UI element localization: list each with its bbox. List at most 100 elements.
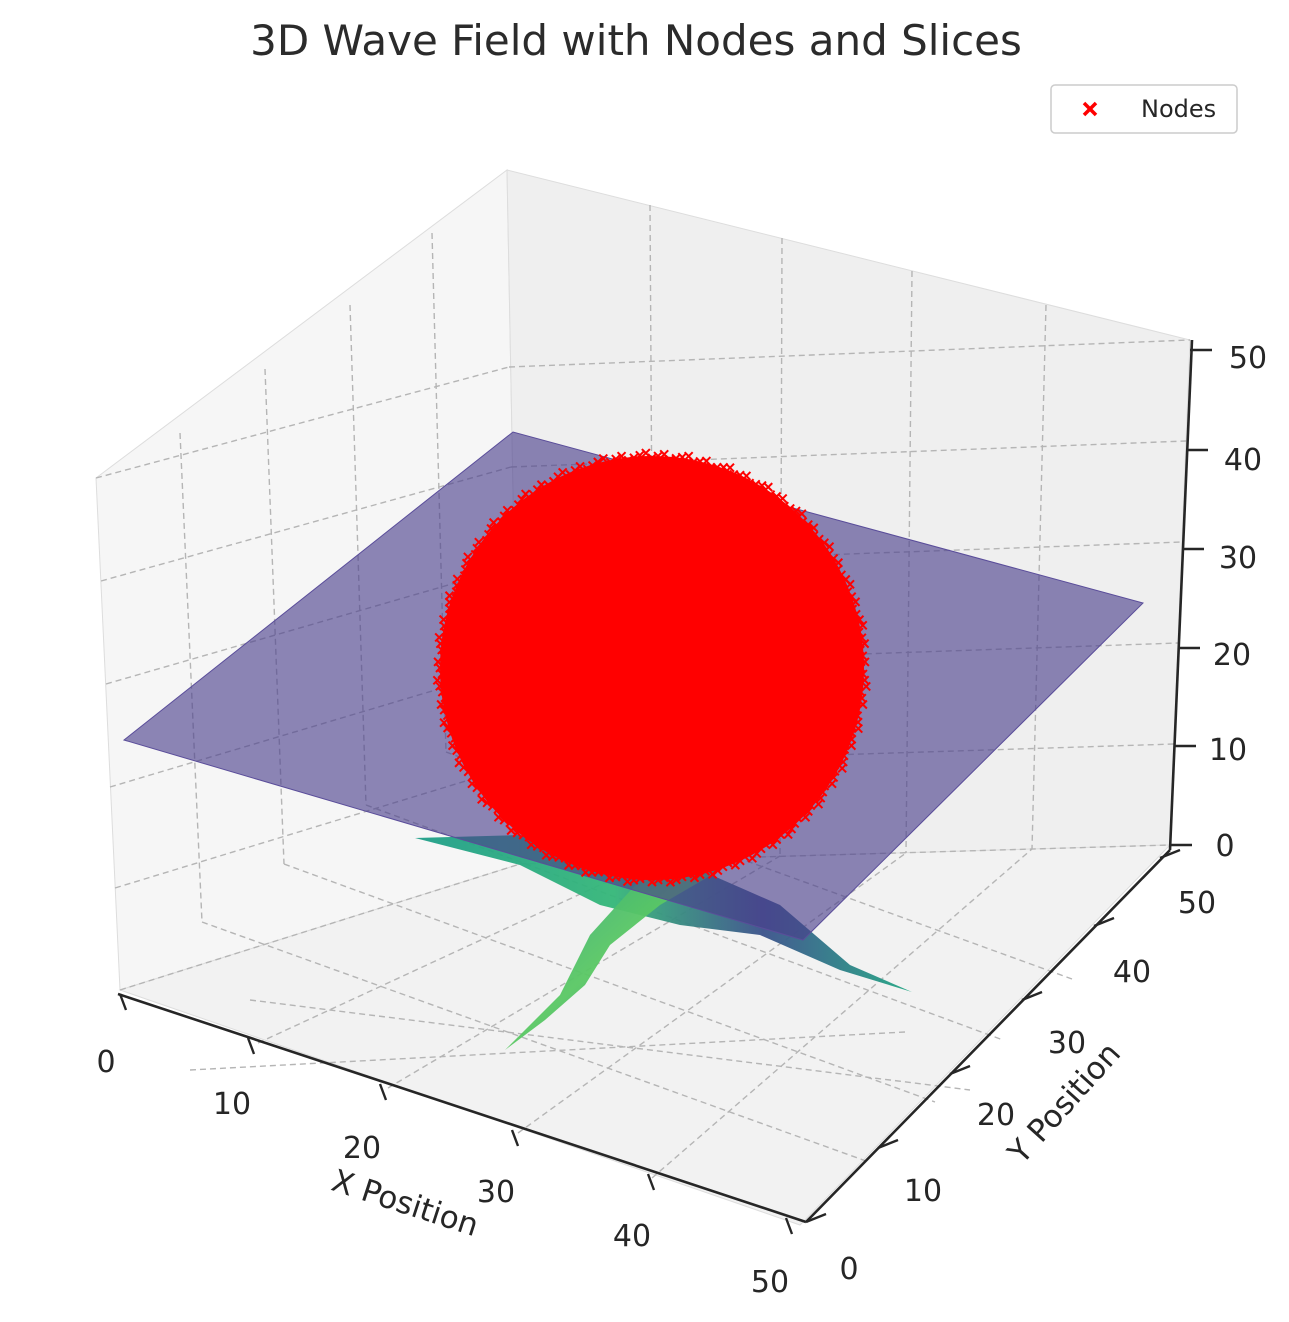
node-marker: [487, 801, 498, 811]
node-marker: [454, 758, 464, 768]
node-marker: [741, 471, 752, 481]
node-marker: [850, 597, 861, 607]
z-tick-label-0: 0: [1215, 829, 1234, 864]
legend: Nodes: [1050, 84, 1238, 134]
node-marker: [785, 503, 795, 514]
x-tick-label-0: 0: [96, 1045, 115, 1080]
node-marker: [803, 519, 813, 530]
node-marker: [483, 529, 494, 540]
node-marker: [713, 865, 723, 876]
node-marker: [605, 457, 616, 467]
x-tick-40: [646, 1173, 656, 1191]
node-marker: [506, 825, 516, 836]
node-marker: [682, 869, 693, 879]
z-tick-label-50: 50: [1229, 341, 1267, 376]
node-marker: [730, 860, 741, 870]
node-marker: [837, 763, 847, 774]
node-marker: [432, 675, 443, 685]
node-marker: [827, 778, 837, 789]
y-axis-line: [805, 849, 1171, 1223]
node-marker: [635, 450, 645, 461]
node-marker: [689, 873, 700, 883]
node-marker: [700, 866, 711, 876]
node-marker: [493, 812, 504, 822]
node-marker: [845, 579, 855, 590]
z-axis-line: [1168, 339, 1194, 851]
node-marker: [779, 501, 790, 511]
node-marker: [857, 633, 867, 643]
node-marker: [512, 828, 522, 838]
node-marker: [854, 627, 864, 637]
node-marker: [477, 794, 487, 804]
node-marker: [792, 813, 803, 823]
node-marker: [482, 798, 492, 808]
node-marker: [442, 710, 453, 721]
node-marker: [786, 824, 797, 834]
node-marker: [575, 461, 585, 472]
node-marker: [803, 806, 813, 817]
y-ticks: [805, 848, 1181, 1224]
node-marker: [695, 869, 705, 880]
x-axis-label: X Position: [327, 1163, 482, 1244]
node-marker: [446, 728, 457, 738]
node-marker: [488, 517, 499, 528]
x-axis-line: [117, 992, 807, 1224]
node-marker: [797, 509, 807, 519]
y-tick-30: [1021, 990, 1043, 1002]
node-marker: [598, 453, 609, 464]
node-marker: [452, 574, 463, 584]
x-tick-label-20: 20: [343, 1131, 381, 1166]
node-marker: [611, 454, 621, 464]
node-marker: [783, 829, 793, 840]
chart-title: 3D Wave Field with Nodes and Slices: [250, 16, 1022, 65]
node-marker: [815, 793, 826, 803]
node-marker: [763, 482, 773, 492]
node-marker: [505, 818, 515, 828]
node-marker: [777, 493, 788, 504]
node-marker: [447, 740, 458, 751]
node-marker: [859, 638, 870, 649]
node-marker: [518, 830, 528, 840]
z-tick-label-20: 20: [1213, 638, 1251, 673]
node-marker: [435, 663, 445, 673]
node-marker: [520, 489, 531, 499]
node-marker: [806, 800, 816, 811]
node-marker: [513, 499, 524, 510]
node-marker: [440, 693, 450, 703]
node-marker: [486, 523, 496, 534]
node-marker: [499, 511, 509, 521]
z-axis-label: Z Position: [1284, 519, 1289, 671]
legend-label-nodes: Nodes: [1141, 95, 1216, 123]
node-marker: [771, 491, 782, 502]
x-tick-label-50: 50: [751, 1265, 789, 1300]
node-marker: [496, 516, 507, 527]
z-ticks: [1170, 348, 1212, 847]
y-tick-label-40: 40: [1113, 955, 1151, 990]
node-marker: [854, 615, 865, 625]
node-marker: [536, 480, 547, 490]
node-marker: [855, 645, 865, 655]
node-marker: [775, 829, 785, 840]
y-tick-50: [1159, 848, 1181, 860]
x-tick-0: [118, 993, 128, 1011]
node-marker: [439, 705, 449, 715]
node-marker: [789, 818, 800, 829]
node-marker: [629, 453, 639, 463]
node-marker: [809, 530, 819, 541]
y-tick-20: [949, 1064, 971, 1076]
y-tick-label-30: 30: [1048, 1026, 1086, 1061]
node-marker: [582, 464, 593, 474]
node-marker: [593, 457, 603, 467]
node-marker: [671, 874, 681, 885]
node-marker: [526, 839, 536, 850]
node-marker: [817, 787, 828, 797]
y-tick-0: [805, 1212, 827, 1224]
wave-slice-y: [415, 835, 912, 992]
y-tick-label-10: 10: [904, 1174, 942, 1209]
node-marker: [860, 657, 870, 667]
node-marker: [616, 451, 627, 461]
node-marker: [814, 534, 824, 544]
node-marker: [580, 867, 591, 878]
node-marker: [436, 699, 446, 710]
x-tick-label-30: 30: [477, 1175, 515, 1210]
